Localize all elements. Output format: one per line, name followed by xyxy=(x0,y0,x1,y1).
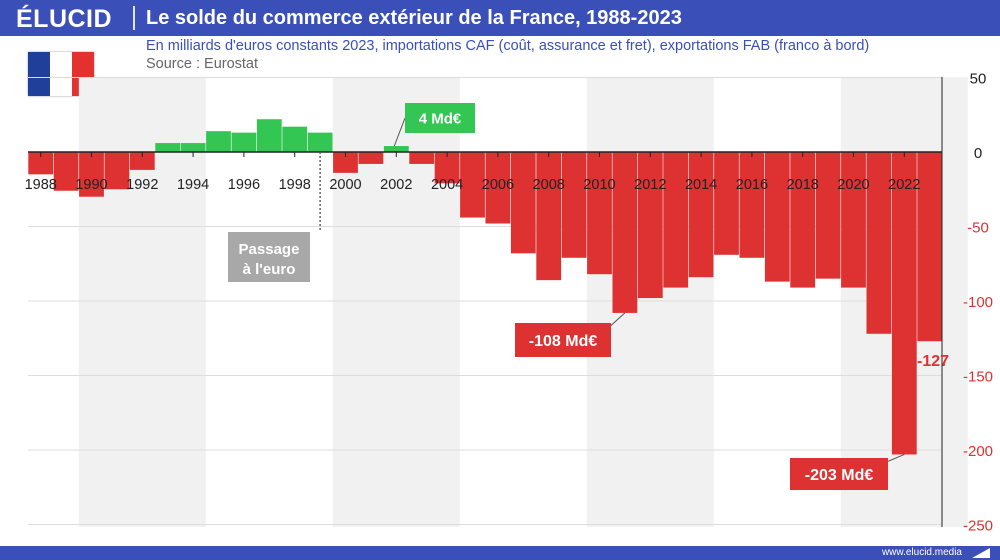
x-tick-label: 1992 xyxy=(126,177,158,193)
x-tick-label: 2010 xyxy=(583,177,615,193)
last-value-label: -127 xyxy=(917,353,949,370)
elucid-mark-icon xyxy=(972,548,990,558)
bar-2023 xyxy=(917,152,943,342)
bar-1992 xyxy=(129,152,155,170)
bar-1988 xyxy=(28,152,54,175)
max-leader-line xyxy=(393,117,406,147)
bar-2009 xyxy=(561,152,587,258)
chart-subtitle: En milliards d'euros constants 2023, imp… xyxy=(146,38,870,54)
x-tick-label: 1994 xyxy=(177,177,209,193)
x-tick-label: 1998 xyxy=(279,177,311,193)
max-2002-label: 4 Md€ xyxy=(419,110,462,127)
bar-2022 xyxy=(891,152,917,455)
bar-2007 xyxy=(510,152,536,254)
bar-2002 xyxy=(383,146,409,152)
bar-2004 xyxy=(434,152,460,184)
bar-1994 xyxy=(180,143,206,152)
footer-url[interactable]: www.elucid.media xyxy=(881,547,962,558)
euro-annotation-label: à l'euro xyxy=(243,261,296,278)
bar-2021 xyxy=(866,152,892,334)
bar-2013 xyxy=(663,152,689,288)
bar-2017 xyxy=(764,152,790,282)
header-separator xyxy=(133,6,135,30)
y-tick-label: -100 xyxy=(963,294,993,311)
bar-2008 xyxy=(536,152,562,281)
x-tick-label: 2012 xyxy=(634,177,666,193)
bar-2016 xyxy=(739,152,765,258)
bar-1999 xyxy=(307,132,333,152)
bar-1998 xyxy=(282,126,308,152)
euro-annotation-box xyxy=(228,232,310,282)
bar-1996 xyxy=(231,132,257,152)
bar-1995 xyxy=(206,131,231,152)
x-tick-label: 2004 xyxy=(431,177,463,193)
bar-2006 xyxy=(485,152,511,224)
flag-stripe-white xyxy=(50,52,72,96)
brand-logo[interactable]: ÉLUCID xyxy=(16,5,113,33)
x-tick-label: 2008 xyxy=(533,177,565,193)
x-tick-label: 2016 xyxy=(736,177,768,193)
bar-2001 xyxy=(358,152,384,164)
min-2011-box xyxy=(515,323,611,357)
y-tick-label: -50 xyxy=(967,220,989,237)
min-2022-label: -203 Md€ xyxy=(805,467,874,484)
bar-1990 xyxy=(79,152,104,197)
bar-1993 xyxy=(155,143,181,152)
x-tick-label: 1988 xyxy=(25,177,57,193)
y-tick-label: -200 xyxy=(963,443,993,460)
bar-1997 xyxy=(256,119,282,152)
y-tick-label: -150 xyxy=(963,369,993,386)
x-tick-label: 1996 xyxy=(228,177,260,193)
x-tick-label: 2002 xyxy=(380,177,412,193)
bar-2012 xyxy=(637,152,663,299)
y-tick-label: 0 xyxy=(974,145,982,162)
bar-2014 xyxy=(688,152,714,278)
y-tick-label: 50 xyxy=(970,71,987,88)
background-band xyxy=(332,77,460,527)
bar-2019 xyxy=(815,152,841,279)
bar-2005 xyxy=(460,152,485,218)
x-tick-label: 2020 xyxy=(837,177,869,193)
header-bar: ÉLUCID Le solde du commerce extérieur de… xyxy=(0,0,1000,36)
chart-source: Source : Eurostat xyxy=(146,56,259,72)
bar-2015 xyxy=(714,152,739,255)
x-tick-label: 2006 xyxy=(482,177,514,193)
bar-2000 xyxy=(333,152,358,173)
min-2022-box xyxy=(790,458,888,490)
x-tick-label: 2014 xyxy=(685,177,717,193)
bar-1989 xyxy=(53,152,79,191)
x-tick-label: 2022 xyxy=(888,177,920,193)
x-tick-label: 2018 xyxy=(787,177,819,193)
x-tick-label: 1990 xyxy=(75,177,107,193)
bar-2010 xyxy=(587,152,612,275)
bar-2011 xyxy=(612,152,638,313)
euro-annotation-label: Passage xyxy=(239,241,300,258)
y-tick-label: -250 xyxy=(963,518,993,535)
bar-2020 xyxy=(841,152,866,288)
bar-1991 xyxy=(104,152,130,190)
flag-stripe-blue xyxy=(28,52,50,96)
bar-2003 xyxy=(409,152,435,164)
background-band xyxy=(586,77,714,527)
x-tick-label: 2000 xyxy=(329,177,361,193)
min-2011-label: -108 Md€ xyxy=(529,333,598,350)
max-2002-box xyxy=(405,103,475,133)
bar-2018 xyxy=(790,152,816,288)
footer-bar: www.elucid.media xyxy=(0,546,1000,560)
page-title: Le solde du commerce extérieur de la Fra… xyxy=(146,7,682,29)
